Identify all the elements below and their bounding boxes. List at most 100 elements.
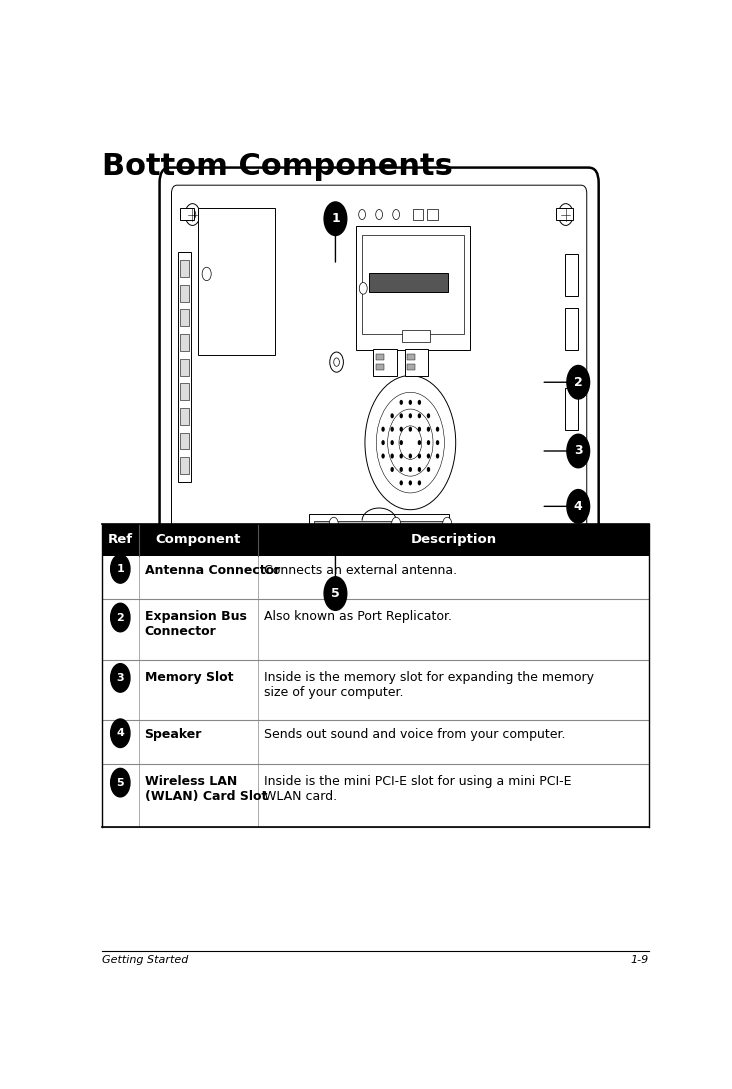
Bar bbox=[376, 354, 384, 360]
Bar bbox=[362, 234, 464, 333]
Text: Ref: Ref bbox=[108, 534, 133, 547]
Text: 2: 2 bbox=[574, 376, 583, 389]
Circle shape bbox=[390, 467, 394, 472]
Circle shape bbox=[562, 531, 569, 541]
Text: 4: 4 bbox=[574, 500, 583, 513]
Text: Component: Component bbox=[156, 534, 242, 547]
Circle shape bbox=[185, 526, 200, 548]
Circle shape bbox=[427, 413, 430, 418]
Circle shape bbox=[390, 453, 394, 458]
Circle shape bbox=[111, 603, 130, 632]
Text: 1-9: 1-9 bbox=[630, 955, 649, 965]
Bar bbox=[556, 208, 572, 220]
Text: 3: 3 bbox=[574, 444, 583, 457]
Bar bbox=[565, 308, 578, 351]
Circle shape bbox=[567, 490, 589, 523]
Bar bbox=[408, 364, 415, 370]
Circle shape bbox=[408, 427, 412, 431]
Circle shape bbox=[559, 204, 573, 225]
Circle shape bbox=[418, 427, 421, 431]
Circle shape bbox=[400, 400, 403, 405]
Circle shape bbox=[381, 427, 385, 431]
Bar bbox=[565, 388, 578, 430]
Circle shape bbox=[376, 209, 383, 220]
Bar bbox=[405, 348, 428, 376]
Text: 5: 5 bbox=[331, 587, 340, 600]
Text: Sends out sound and voice from your computer.: Sends out sound and voice from your comp… bbox=[264, 729, 565, 741]
Bar bbox=[180, 457, 189, 474]
Circle shape bbox=[408, 400, 412, 405]
Circle shape bbox=[408, 413, 412, 418]
Circle shape bbox=[559, 526, 573, 548]
Circle shape bbox=[365, 376, 456, 510]
Bar bbox=[565, 254, 578, 296]
Circle shape bbox=[408, 467, 412, 472]
Text: Inside is the mini PCI-E slot for using a mini PCI-E
WLAN card.: Inside is the mini PCI-E slot for using … bbox=[264, 775, 571, 803]
Circle shape bbox=[381, 453, 385, 458]
Bar bbox=[102, 660, 649, 720]
Text: 1: 1 bbox=[116, 564, 124, 574]
Circle shape bbox=[189, 209, 195, 220]
Bar bbox=[180, 432, 189, 450]
Circle shape bbox=[324, 201, 347, 235]
Text: Wireless LAN
(WLAN) Card Slot: Wireless LAN (WLAN) Card Slot bbox=[145, 775, 267, 803]
Bar bbox=[102, 720, 649, 763]
Circle shape bbox=[427, 467, 430, 472]
Circle shape bbox=[111, 719, 130, 747]
Circle shape bbox=[324, 577, 347, 610]
Circle shape bbox=[400, 413, 403, 418]
Circle shape bbox=[381, 440, 385, 445]
Bar bbox=[180, 358, 189, 376]
Circle shape bbox=[562, 209, 569, 220]
Text: Description: Description bbox=[411, 534, 496, 547]
Circle shape bbox=[390, 427, 394, 431]
Circle shape bbox=[185, 204, 200, 225]
Text: 4: 4 bbox=[116, 729, 124, 738]
Bar bbox=[180, 208, 194, 220]
Bar bbox=[102, 524, 649, 555]
Text: Speaker: Speaker bbox=[145, 729, 202, 741]
FancyBboxPatch shape bbox=[171, 185, 587, 566]
Text: 2: 2 bbox=[116, 612, 124, 623]
Text: Connects an external antenna.: Connects an external antenna. bbox=[264, 564, 457, 577]
Circle shape bbox=[400, 427, 403, 431]
Circle shape bbox=[111, 663, 130, 693]
Text: 3: 3 bbox=[116, 673, 124, 683]
Circle shape bbox=[436, 453, 439, 458]
Text: Inside is the memory slot for expanding the memory
size of your computer.: Inside is the memory slot for expanding … bbox=[264, 671, 594, 699]
Circle shape bbox=[427, 453, 430, 458]
Text: Memory Slot: Memory Slot bbox=[145, 671, 233, 684]
Circle shape bbox=[329, 517, 338, 530]
Circle shape bbox=[189, 531, 195, 541]
Circle shape bbox=[436, 427, 439, 431]
Text: Expansion Bus
Connector: Expansion Bus Connector bbox=[145, 610, 247, 638]
Circle shape bbox=[418, 440, 421, 445]
Text: Getting Started: Getting Started bbox=[102, 955, 188, 965]
Bar bbox=[369, 273, 448, 292]
Circle shape bbox=[436, 440, 439, 445]
Circle shape bbox=[376, 392, 444, 493]
Bar bbox=[402, 330, 430, 342]
Bar bbox=[179, 253, 191, 482]
Circle shape bbox=[390, 440, 394, 445]
Bar bbox=[310, 514, 449, 546]
Circle shape bbox=[400, 440, 403, 445]
Circle shape bbox=[390, 413, 394, 418]
Bar bbox=[102, 599, 649, 660]
Circle shape bbox=[567, 366, 589, 399]
Bar bbox=[102, 555, 649, 599]
Text: 5: 5 bbox=[116, 778, 124, 787]
Circle shape bbox=[399, 426, 422, 460]
Circle shape bbox=[111, 769, 130, 797]
Bar bbox=[413, 209, 423, 220]
Circle shape bbox=[418, 480, 421, 486]
Circle shape bbox=[359, 282, 367, 294]
Bar bbox=[376, 364, 384, 370]
Text: Bottom Components: Bottom Components bbox=[102, 152, 452, 182]
Circle shape bbox=[408, 480, 412, 486]
Circle shape bbox=[400, 467, 403, 472]
Bar bbox=[373, 348, 397, 376]
Bar bbox=[180, 334, 189, 351]
Bar bbox=[356, 227, 470, 351]
Circle shape bbox=[359, 209, 365, 220]
